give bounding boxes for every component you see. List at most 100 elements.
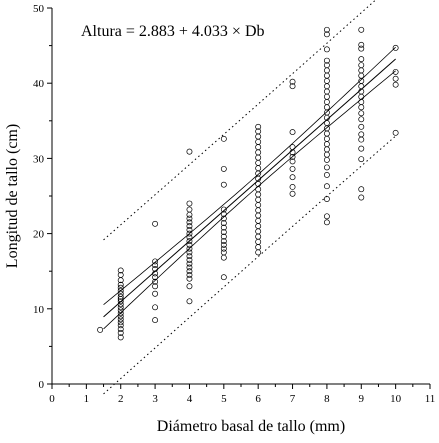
data-point (117, 326, 124, 333)
data-point (255, 128, 262, 135)
data-point (255, 202, 262, 208)
data-point (358, 116, 365, 123)
regression-bands (103, 0, 396, 395)
x-tick-label: 11 (425, 393, 436, 405)
data-point (323, 164, 330, 171)
data-point (323, 125, 330, 132)
data-point (323, 146, 330, 153)
data-point (255, 138, 262, 145)
data-point (323, 213, 330, 220)
data-point (186, 256, 193, 263)
data-point (186, 283, 193, 290)
data-point (117, 334, 124, 341)
data-point (255, 133, 262, 140)
data-point (255, 196, 262, 203)
data-point (186, 215, 193, 222)
data-point (97, 326, 104, 333)
data-point (358, 104, 365, 111)
data-point (323, 104, 330, 111)
confidence-band-lower (103, 70, 396, 330)
prediction-band-upper (103, 0, 377, 241)
data-point (255, 238, 262, 245)
y-tick-label: 30 (33, 153, 45, 165)
data-point (255, 154, 262, 161)
data-point (117, 304, 124, 311)
data-point (152, 265, 159, 272)
data-point (358, 45, 365, 52)
data-point (358, 123, 365, 130)
x-tick-label: 3 (152, 393, 158, 405)
data-point (255, 217, 262, 224)
data-point (186, 206, 193, 213)
data-point (392, 75, 399, 82)
data-point (289, 158, 296, 165)
data-point (220, 238, 227, 245)
data-point (186, 148, 193, 155)
data-point (186, 241, 193, 248)
x-tick-label: 8 (324, 393, 330, 405)
data-point (289, 129, 296, 136)
data-point (220, 215, 227, 222)
data-points (97, 26, 399, 341)
data-point (323, 151, 330, 158)
confidence-band-upper (103, 46, 396, 305)
data-point (323, 183, 330, 190)
data-point (358, 145, 365, 152)
data-point (323, 72, 330, 79)
data-point (358, 67, 365, 74)
data-point (358, 136, 365, 143)
data-point (255, 249, 262, 256)
data-point (358, 156, 365, 163)
data-point (117, 287, 124, 294)
data-point (220, 245, 227, 252)
prediction-band-lower (103, 135, 396, 395)
data-point (289, 78, 296, 85)
data-point (323, 141, 330, 148)
data-point (358, 93, 365, 100)
data-point (186, 298, 193, 305)
data-point (323, 135, 330, 142)
data-point (117, 313, 124, 320)
data-point (186, 238, 193, 245)
y-tick-label: 10 (33, 304, 45, 316)
data-point (220, 249, 227, 256)
data-point (289, 184, 296, 190)
data-point (358, 56, 365, 63)
data-point (117, 298, 124, 305)
data-point (289, 165, 296, 172)
y-tick-label: 20 (33, 229, 45, 241)
data-point (358, 41, 365, 48)
x-axis-title: Diámetro basal de tallo (mm) (157, 418, 345, 435)
data-point (323, 196, 330, 202)
regression-line (103, 58, 396, 318)
data-point (255, 123, 262, 130)
data-point (323, 57, 330, 64)
data-point (220, 165, 227, 172)
data-point (323, 26, 330, 33)
data-point (152, 317, 159, 324)
data-point (220, 206, 227, 213)
data-point (117, 322, 124, 329)
data-point (152, 283, 159, 290)
data-point (117, 293, 124, 300)
data-point (323, 109, 330, 116)
data-point (186, 245, 193, 252)
x-tick-label: 1 (84, 393, 90, 405)
data-point (392, 44, 399, 51)
data-point (323, 31, 330, 38)
data-point (220, 241, 227, 248)
data-point (289, 153, 296, 160)
data-point (186, 272, 193, 278)
data-point (220, 220, 227, 227)
data-point (392, 81, 399, 88)
data-point (220, 211, 227, 217)
data-point (323, 171, 330, 178)
data-point (152, 258, 159, 265)
data-point (289, 190, 296, 197)
data-point (220, 233, 227, 240)
data-point (255, 207, 262, 214)
x-tick-label: 9 (359, 393, 365, 405)
x-tick-label: 6 (255, 393, 261, 405)
data-point (220, 181, 227, 188)
